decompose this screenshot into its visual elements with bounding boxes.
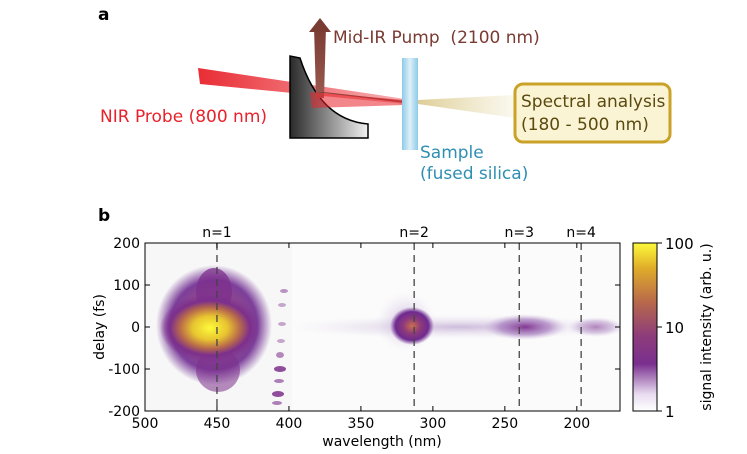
harmonic-label: n=1 <box>202 225 232 241</box>
x-tick-label: 300 <box>420 416 447 432</box>
blob-n2 <box>390 307 434 345</box>
x-tick-label: 400 <box>276 416 303 432</box>
y-tick-label: -100 <box>108 362 140 378</box>
output-beam <box>418 95 515 118</box>
y-axis-label: delay (fs) <box>92 294 108 360</box>
y-tick-label: -200 <box>108 404 140 420</box>
x-tick-label: 250 <box>491 416 518 432</box>
panel-b-letter: b <box>98 206 110 226</box>
parabolic-mirror <box>289 55 369 139</box>
harmonic-label: n=2 <box>399 225 429 241</box>
x-axis: 500 450 400 350 300 250 200 <box>132 243 590 432</box>
blob-n1-core <box>160 294 260 362</box>
x-tick-label: 450 <box>204 416 231 432</box>
x-axis-label: wavelength (nm) <box>322 434 441 450</box>
probe-label: NIR Probe (800 nm) <box>100 107 267 127</box>
x-tick-label: 350 <box>348 416 375 432</box>
analysis-label-line2: (180 - 500 nm) <box>521 115 649 135</box>
pump-beam-arrow <box>309 18 331 32</box>
harmonic-label: n=3 <box>504 225 534 241</box>
blob-n3 <box>483 314 567 340</box>
analysis-box <box>513 82 672 144</box>
colorbar-tick-100: 100 <box>665 235 694 253</box>
colorbar-ticks <box>657 242 662 412</box>
heatmap-signal <box>156 265 620 405</box>
sample-plate <box>402 58 418 150</box>
harmonic-label: n=4 <box>566 225 596 241</box>
analysis-label-line1: Spectral analysis <box>521 92 666 112</box>
x-tick-label: 200 <box>563 416 590 432</box>
harmonic-lines: n=1 n=2 n=3 n=4 <box>202 225 596 411</box>
y-tick-label: 200 <box>113 236 140 252</box>
colorbar-tick-10: 10 <box>665 319 684 337</box>
y-tick-label: 0 <box>131 320 140 336</box>
colorbar <box>632 242 658 412</box>
panel-a-letter: a <box>98 5 109 25</box>
pump-beam <box>314 26 326 98</box>
colorbar-tick-1: 1 <box>665 403 675 421</box>
sample-label-line1: Sample <box>420 143 484 163</box>
colorbar-label: signal intensity (arb. u.) <box>699 243 715 410</box>
pump-label: Mid-IR Pump (2100 nm) <box>333 28 540 48</box>
y-tick-label: 100 <box>113 278 140 294</box>
y-axis: 200 100 0 -100 -200 <box>108 236 620 420</box>
x-tick-label: 500 <box>132 416 159 432</box>
probe-beam-focus <box>310 92 405 108</box>
side-dots <box>272 289 288 405</box>
sample-label-line2: (fused silica) <box>420 164 528 184</box>
